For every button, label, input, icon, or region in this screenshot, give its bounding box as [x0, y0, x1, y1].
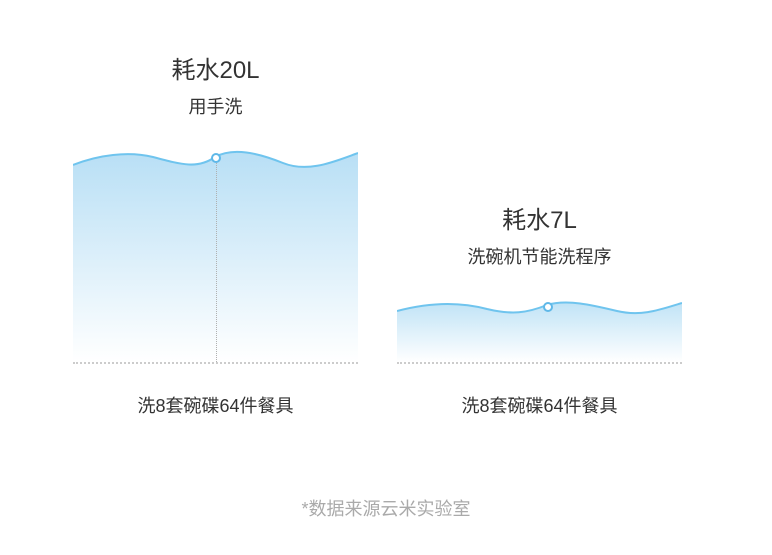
right-marker-dot	[543, 302, 553, 312]
left-chart-area	[73, 139, 358, 364]
right-wave	[397, 297, 682, 362]
left-marker-dot	[211, 153, 221, 163]
right-chart-footer: 洗8套碗碟64件餐具	[397, 392, 682, 418]
right-chart-area	[397, 289, 682, 364]
left-chart-footer: 洗8套碗碟64件餐具	[73, 392, 358, 418]
right-chart-title: 耗水7L	[397, 200, 682, 235]
left-chart: 耗水20L 用手洗 洗8套碗碟64件餐具	[73, 50, 358, 418]
source-note: *数据来源云米实验室	[0, 495, 772, 521]
right-chart-subtitle: 洗碗机节能洗程序	[397, 243, 682, 269]
left-chart-title: 耗水20L	[73, 50, 358, 85]
left-marker-line	[216, 161, 217, 362]
left-chart-subtitle: 用手洗	[73, 93, 358, 119]
right-chart: 耗水7L 洗碗机节能洗程序 洗8套碗碟64件餐具	[397, 200, 682, 418]
